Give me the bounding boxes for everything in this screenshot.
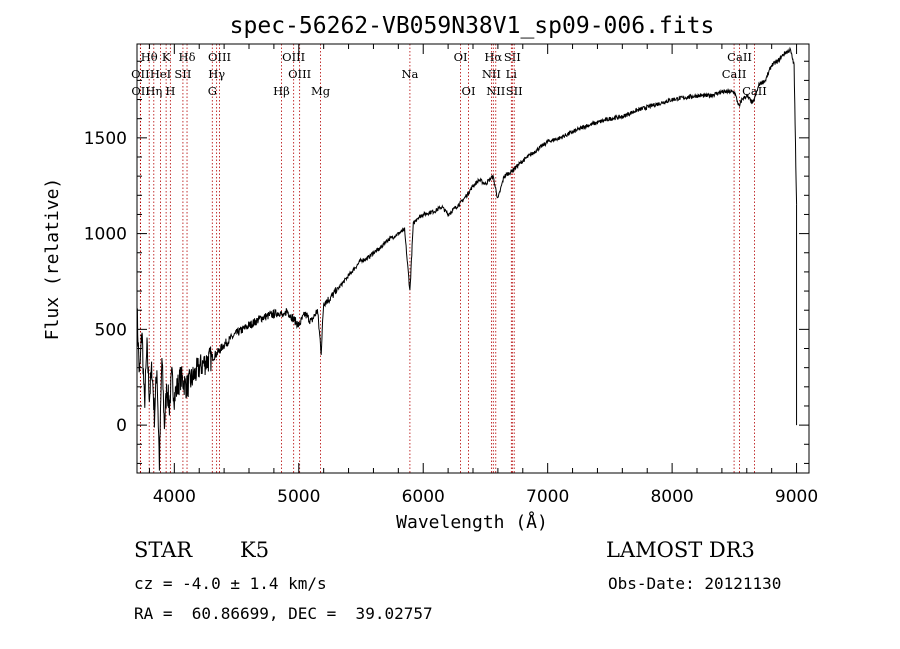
line-marker-label-2: Hδ <box>179 50 196 64</box>
line-marker-label-4: OIII <box>282 50 305 64</box>
axis-ticks: 4000 5000 6000 7000 8000 9000 0 500 1000 1500 <box>84 44 818 507</box>
line-marker-label-23: Mg <box>311 84 331 98</box>
line-marker-label-14: Na <box>401 67 418 81</box>
x-axis-label: Wavelength (Å) <box>396 511 548 533</box>
y-tick-label-0: 0 <box>116 416 127 436</box>
line-marker-label-27: CaII <box>742 84 767 98</box>
y-tick-label-2: 1000 <box>84 225 127 245</box>
spectrum-line <box>136 46 798 471</box>
x-tick-label-2: 6000 <box>402 487 445 507</box>
line-marker-label-12: Hγ <box>208 67 225 81</box>
x-tick-label-3: 7000 <box>526 487 569 507</box>
line-marker-label-5: OI <box>454 50 468 64</box>
redshift-text: cz = -4.0 ± 1.4 km/s <box>134 574 327 593</box>
survey-name: LAMOST DR3 <box>606 538 755 562</box>
line-marker-label-24: OI <box>462 84 476 98</box>
y-tick-label-3: 1500 <box>84 129 127 149</box>
plot-frame <box>136 43 810 474</box>
line-marker-label-25: NII <box>486 84 505 98</box>
line-marker-label-6: Hα <box>484 50 502 64</box>
line-marker-label-8: CaII <box>727 50 752 64</box>
object-subclass: K5 <box>240 538 270 562</box>
line-marker-label-11: SII <box>174 67 191 81</box>
line-marker-label-13: OIII <box>288 67 311 81</box>
chart-title: spec-56262-VB059N38V1_sp09-006.fits <box>230 13 715 39</box>
line-marker-label-10: HeI <box>150 67 171 81</box>
x-tick-label-1: 5000 <box>277 487 320 507</box>
coordinates: RA = 60.86699, DEC = 39.02757 <box>134 604 433 623</box>
line-marker-label-1: K <box>162 50 171 64</box>
y-tick-label-1: 500 <box>95 320 127 340</box>
line-marker-label-26: SII <box>506 84 523 98</box>
line-marker-label-18: OII <box>131 84 150 98</box>
line-marker-label-15: NII <box>482 67 501 81</box>
line-marker-label-3: OIII <box>208 50 231 64</box>
line-marker-label-22: Hβ <box>273 84 290 98</box>
line-marker-label-9: OII <box>131 67 150 81</box>
line-marker-label-21: G <box>208 84 217 98</box>
object-class: STAR <box>134 538 193 562</box>
line-marker-label-7: SII <box>504 50 521 64</box>
line-marker-label-20: H <box>165 84 175 98</box>
x-tick-label-4: 8000 <box>650 487 693 507</box>
obs-date: Obs-Date: 20121130 <box>608 574 782 593</box>
x-tick-label-0: 4000 <box>153 487 196 507</box>
y-axis-label: Flux (relative) <box>42 178 63 341</box>
spectrum-series <box>136 46 798 471</box>
line-marker-label-19: Hη <box>145 84 162 98</box>
line-marker-label-0: Hθ <box>141 50 158 64</box>
x-tick-label-5: 9000 <box>775 487 818 507</box>
line-marker-label-17: CaII <box>722 67 747 81</box>
line-marker-label-16: Li <box>506 67 518 81</box>
